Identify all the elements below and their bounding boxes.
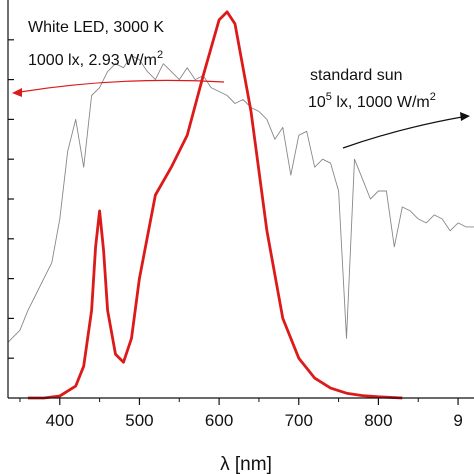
sun-values-b: lx, 1000 W/m: [332, 94, 430, 111]
x-tick-label: 500: [125, 411, 153, 430]
sun-arrow: [342, 116, 463, 149]
ticks-layer: 400 500 600 700 800 9: [8, 39, 463, 430]
sun-arrow-head: [460, 112, 470, 121]
sun-spectrum-line: [7, 55, 474, 343]
sun-values-sup1: 5: [326, 91, 332, 103]
sun-values-sup2: 2: [430, 91, 436, 103]
x-tick-label: 800: [364, 411, 392, 430]
led-spectrum-line: [27, 10, 403, 400]
axes-layer: [7, 0, 474, 399]
led-title: White LED, 3000 K: [28, 19, 164, 36]
led-values: 1000 lx, 2.93 W/m2: [28, 49, 163, 69]
led-arrow: [19, 79, 225, 93]
x-axis-label: λ [nm]: [220, 454, 272, 474]
x-tick-label: 400: [46, 411, 74, 430]
series-layer: [7, 10, 474, 400]
x-tick-label: 9: [453, 411, 462, 430]
x-tick-label: 700: [285, 411, 313, 430]
led-arrow-head: [12, 88, 22, 97]
x-tick-label: 600: [205, 411, 233, 430]
sun-values-a: 10: [308, 94, 326, 111]
led-values-text: 1000 lx, 2.93 W/m: [28, 52, 157, 69]
led-values-sup: 2: [157, 49, 163, 61]
sun-values: 105 lx, 1000 W/m2: [308, 91, 436, 111]
sun-title: standard sun: [310, 67, 403, 84]
